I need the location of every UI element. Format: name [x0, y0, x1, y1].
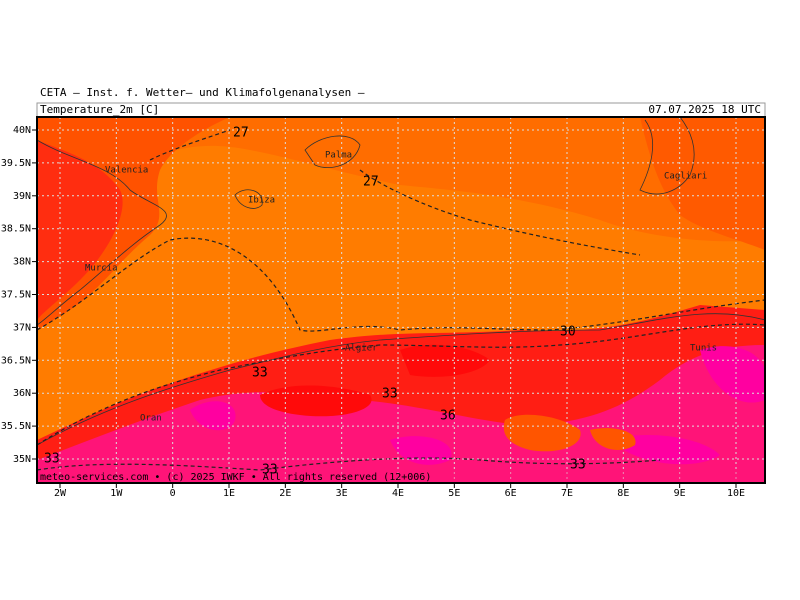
- place-label: Algier: [345, 344, 378, 354]
- lon-label: 1E: [223, 488, 235, 499]
- hottest-patches: [190, 346, 765, 465]
- lon-label: 10E: [727, 488, 745, 499]
- place-label: Murcia: [85, 264, 118, 274]
- lat-label: 38N: [13, 257, 31, 268]
- coastline-africa: [37, 313, 765, 446]
- sardinia-warm: [640, 117, 765, 250]
- lon-label: 4E: [392, 488, 404, 499]
- place-label: Oran: [140, 414, 162, 424]
- footer-bar: [38, 471, 764, 482]
- africa-very-hot: [37, 345, 765, 483]
- lon-label: 3E: [336, 488, 348, 499]
- lat-label: 39N: [13, 191, 31, 202]
- lat-label: 35.5N: [1, 421, 31, 432]
- contour-27-east: [359, 169, 641, 256]
- lon-label: 0: [170, 488, 176, 499]
- field-darker-orange: [37, 117, 765, 242]
- lon-label: 7E: [561, 488, 573, 499]
- contour-label: 33: [382, 387, 398, 402]
- mountain-cooler: [503, 414, 636, 452]
- lon-label: 2E: [279, 488, 291, 499]
- lat-lon-grid: [32, 117, 765, 488]
- lon-label: 5E: [448, 488, 460, 499]
- header-title: CETA – Inst. f. Wetter– und Klimafolgena…: [40, 86, 365, 99]
- lon-label: 9E: [674, 488, 686, 499]
- coastline-islands: [234, 117, 695, 209]
- lon-label: 8E: [617, 488, 629, 499]
- contour-label: 36: [440, 409, 456, 424]
- lat-label: 37N: [13, 322, 31, 333]
- place-label: Valencia: [105, 166, 148, 176]
- contour-label: 27: [363, 175, 379, 190]
- contour-label: 33: [262, 463, 278, 478]
- contour-label: 30: [560, 325, 576, 340]
- place-label: Tunis: [690, 344, 717, 354]
- place-label: Cagliari: [664, 172, 707, 182]
- contour-label: 33: [252, 366, 268, 381]
- lat-label: 38.5N: [1, 224, 31, 235]
- map-frame: [36, 116, 766, 484]
- lat-label: 35N: [13, 454, 31, 465]
- valid-time: 07.07.2025 18 UTC: [648, 103, 761, 116]
- contour-27-west: [149, 129, 231, 161]
- lat-label: 36.5N: [1, 355, 31, 366]
- contour-label: 33: [570, 458, 586, 473]
- footer: meteo-services.com • (c) 2025 IWKF • All…: [40, 472, 431, 483]
- lat-label: 39.5N: [1, 158, 31, 169]
- lon-label: 6E: [505, 488, 517, 499]
- lon-label: 2W: [54, 488, 67, 499]
- lat-label: 36N: [13, 388, 31, 399]
- spain-hot: [37, 140, 123, 320]
- lat-label: 40N: [13, 125, 31, 136]
- place-label: Ibiza: [248, 196, 275, 206]
- contour-label: 33: [44, 452, 60, 467]
- contour-33-north: [37, 323, 765, 446]
- lon-label: 1W: [110, 488, 123, 499]
- variable-name: Temperature_2m [C]: [40, 103, 159, 116]
- place-label: Palma: [325, 151, 352, 161]
- temperature-field: [37, 117, 765, 483]
- coastline-spain: [37, 139, 167, 326]
- contour-label: 27: [233, 126, 249, 141]
- lat-label: 37.5N: [1, 290, 31, 301]
- coastal-hot: [260, 344, 490, 417]
